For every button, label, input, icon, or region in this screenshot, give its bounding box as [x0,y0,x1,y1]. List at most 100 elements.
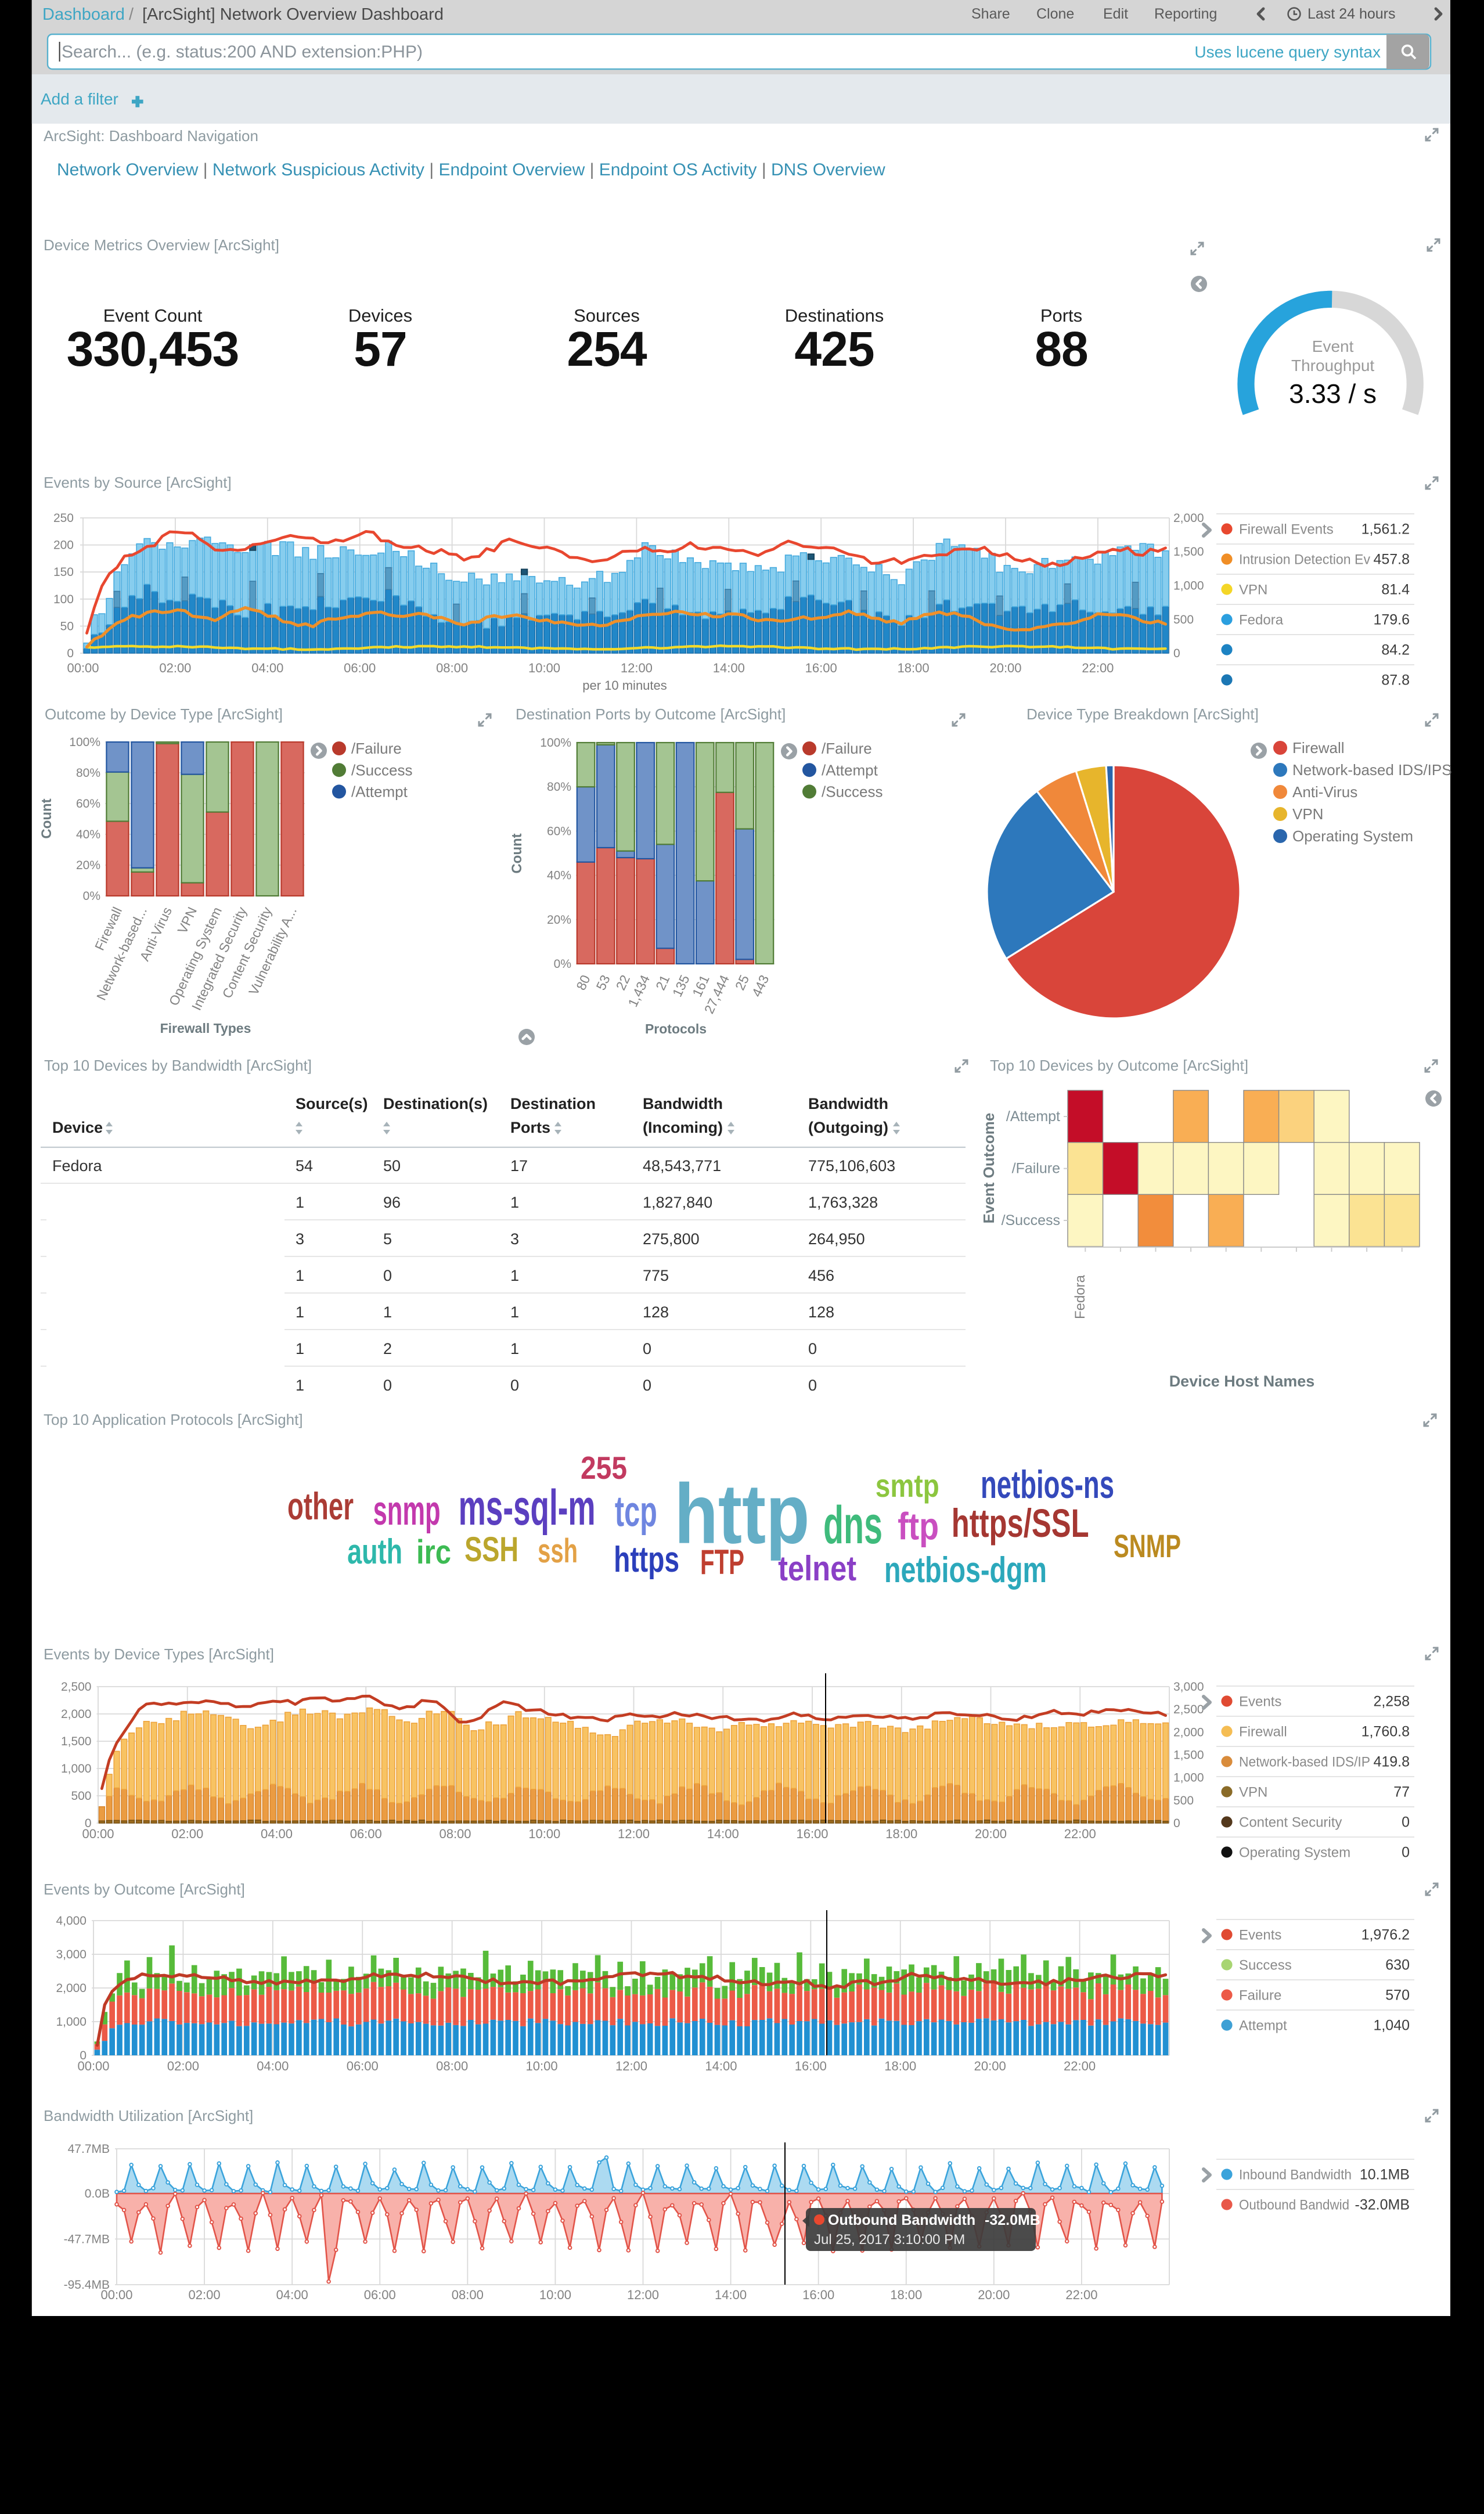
svg-text:419.8: 419.8 [1373,1754,1410,1770]
svg-text:2,500: 2,500 [61,1680,92,1694]
svg-text:10:00: 10:00 [528,1827,560,1841]
svg-text:1,760.8: 1,760.8 [1361,1724,1410,1740]
svg-text:3.33 / s: 3.33 / s [1289,379,1377,409]
svg-text:500: 500 [71,1789,91,1803]
svg-text:https: https [614,1540,679,1580]
svg-text:other: other [287,1485,354,1528]
svg-text:255: 255 [581,1450,627,1486]
svg-text:12:00: 12:00 [615,2059,647,2073]
svg-text:16:00: 16:00 [796,1827,828,1841]
svg-text:06:00: 06:00 [364,2288,396,2302]
svg-text:81.4: 81.4 [1381,582,1410,598]
svg-text:Destinations: Destinations [785,305,884,326]
svg-text:Attempt: Attempt [1239,2018,1287,2034]
svg-text:Network Overview | Network Sus: Network Overview | Network Suspicious Ac… [57,160,885,179]
svg-text:2,000: 2,000 [1173,1726,1204,1739]
svg-text:254: 254 [567,322,647,376]
svg-text:-32.0MB: -32.0MB [1355,2197,1410,2213]
svg-text:VPN: VPN [1292,805,1323,823]
svg-text:Event: Event [1312,337,1354,355]
svg-text:1: 1 [510,1194,519,1211]
svg-text:Ports: Ports [1040,305,1082,326]
svg-text:250: 250 [53,512,74,525]
svg-text:0: 0 [510,1377,519,1394]
svg-text:14:00: 14:00 [705,2059,737,2073]
svg-text:00:00: 00:00 [100,2288,132,2302]
svg-text:Device: Device [52,1119,103,1136]
svg-text:18:00: 18:00 [884,2059,916,2073]
svg-text:1,561.2: 1,561.2 [1361,521,1410,538]
svg-text:2,000: 2,000 [56,1982,87,1995]
svg-text:10:00: 10:00 [539,2288,571,2302]
svg-text:per 10 minutes: per 10 minutes [582,678,667,693]
svg-text:20%: 20% [76,859,100,872]
svg-text:ftp: ftp [898,1504,939,1547]
svg-text:Operating System: Operating System [1239,1845,1350,1861]
svg-text:100%: 100% [540,736,571,750]
svg-text:Destination: Destination [510,1095,596,1112]
svg-text:57: 57 [354,322,406,376]
svg-text:Anti-Virus: Anti-Virus [1292,783,1357,801]
svg-text:/Success: /Success [822,783,883,801]
svg-text:20%: 20% [547,913,571,927]
svg-text:1,040: 1,040 [1373,2018,1410,2034]
svg-text:Count: Count [39,798,55,838]
svg-text:0: 0 [67,647,74,660]
svg-text:150: 150 [53,566,74,579]
svg-text:50: 50 [60,620,74,633]
svg-text:Fedora: Fedora [1239,613,1284,628]
svg-text:Events by Device Types [ArcSig: Events by Device Types [ArcSight] [44,1645,274,1663]
svg-text:20:00: 20:00 [975,1827,1007,1841]
svg-text:84.2: 84.2 [1381,642,1410,658]
svg-text:irc: irc [416,1533,451,1571]
svg-text:630: 630 [1385,1957,1410,1973]
svg-text:Dashboard: Dashboard [42,5,125,24]
svg-text:18:00: 18:00 [885,1827,917,1841]
svg-text:1: 1 [296,1303,304,1321]
svg-text:Protocols: Protocols [645,1021,707,1036]
svg-text:[ArcSight] Network Overview Da: [ArcSight] Network Overview Dashboard [142,5,444,24]
svg-text:/: / [129,5,134,24]
svg-text:Throughput: Throughput [1291,356,1374,374]
svg-text:5: 5 [383,1230,392,1248]
svg-text:1,000: 1,000 [1173,1771,1204,1785]
svg-text:Clone: Clone [1036,6,1074,22]
svg-text:Top 10 Devices by Outcome [Arc: Top 10 Devices by Outcome [ArcSight] [990,1057,1248,1074]
svg-text:SNMP: SNMP [1114,1528,1181,1564]
svg-text:0: 0 [643,1340,651,1357]
svg-text:22:00: 22:00 [1065,2288,1097,2302]
svg-text:500: 500 [1173,613,1194,626]
svg-text:Event Count: Event Count [103,305,203,326]
svg-text:Outbound Bandwid: Outbound Bandwid [1239,2198,1349,2213]
svg-text:Last 24 hours: Last 24 hours [1307,6,1396,22]
svg-text:10:00: 10:00 [526,2059,558,2073]
svg-text:Fedora: Fedora [52,1157,103,1175]
svg-text:0: 0 [808,1340,817,1357]
svg-text:54: 54 [296,1157,313,1175]
svg-text:/Attempt: /Attempt [1006,1108,1060,1125]
svg-text:2,258: 2,258 [1373,1694,1410,1710]
svg-text:snmp: snmp [373,1488,441,1534]
svg-text:60%: 60% [547,824,571,838]
svg-text:Uses lucene query syntax: Uses lucene query syntax [1194,43,1381,61]
svg-text:Events by Source [ArcSight]: Events by Source [ArcSight] [44,474,232,491]
svg-text:20:00: 20:00 [974,2059,1006,2073]
svg-text:Share: Share [971,6,1010,22]
svg-text:1: 1 [510,1267,519,1284]
svg-text:auth: auth [347,1532,402,1571]
svg-text:128: 128 [643,1303,669,1321]
svg-text:20:00: 20:00 [978,2288,1010,2302]
svg-text:Network-based IDS/IP: Network-based IDS/IP [1239,1755,1370,1770]
svg-text:1,500: 1,500 [1173,1749,1204,1762]
svg-text:Success: Success [1239,1958,1292,1973]
svg-text:04:00: 04:00 [257,2059,289,2073]
svg-text:Intrusion Detection Ev: Intrusion Detection Ev [1239,552,1370,568]
svg-text:Destination(s): Destination(s) [383,1095,488,1112]
svg-text:17: 17 [510,1157,528,1175]
svg-text:570: 570 [1385,1987,1410,2004]
svg-text:0: 0 [80,2049,87,2062]
svg-text:dns: dns [823,1496,883,1555]
svg-text:264,950: 264,950 [808,1230,865,1248]
svg-text:VPN: VPN [1239,1785,1267,1800]
svg-text:06:00: 06:00 [350,1827,382,1841]
